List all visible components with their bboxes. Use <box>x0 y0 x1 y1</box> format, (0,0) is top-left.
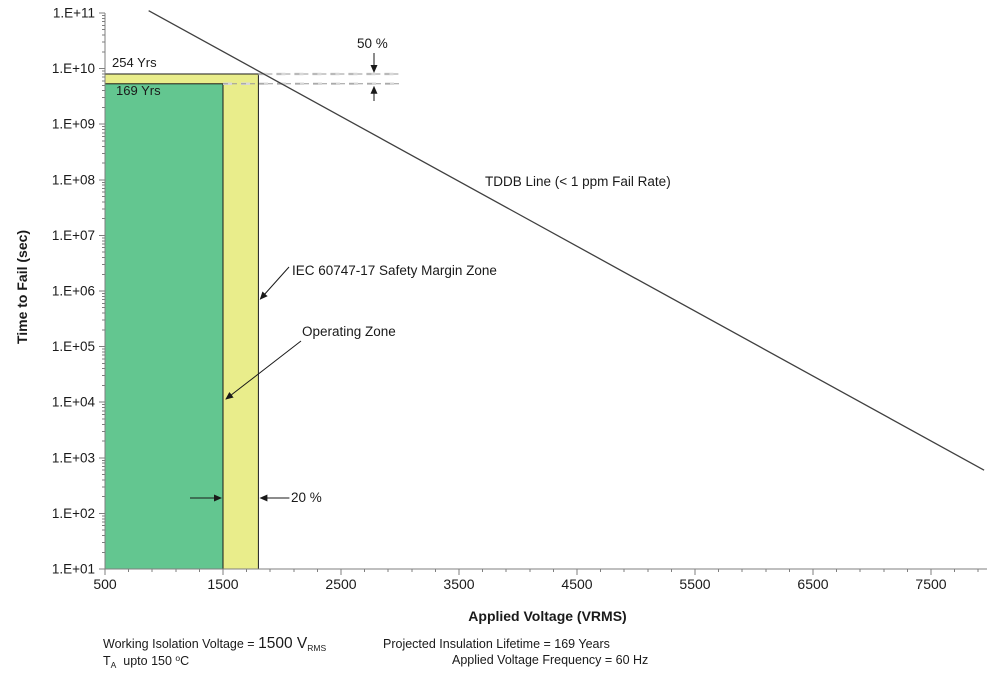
y-tick-label: 1.E+05 <box>52 339 95 354</box>
y-tick-label: 1.E+03 <box>52 450 95 465</box>
y-tick-label: 1.E+09 <box>52 117 95 132</box>
lifetime-169-label: 169 Yrs <box>116 83 161 98</box>
tddb-line <box>148 10 985 471</box>
x-axis-ticks: 500 1500 2500 3500 4500 5500 6500 7500 <box>93 569 979 592</box>
y-tick-label: 1.E+11 <box>53 6 95 21</box>
y-tick-label: 1.E+10 <box>52 61 95 76</box>
y-tick-label: 1.E+04 <box>52 395 96 410</box>
safety-zone-leader-arrow <box>259 266 290 300</box>
x-axis-title: Applied Voltage (VRMS) <box>468 608 627 624</box>
operating-zone-leader-arrow <box>225 340 302 400</box>
y-tick-label: 1.E+02 <box>52 506 95 521</box>
y-tick-label: 1.E+01 <box>52 562 95 577</box>
y-tick-label: 1.E+06 <box>52 284 95 299</box>
y-tick-label: 1.E+08 <box>52 172 95 187</box>
footnote-ambient-rest: upto 150 <box>123 654 172 668</box>
footnote-frequency: Applied Voltage Frequency = 60 Hz <box>452 653 649 667</box>
footnote-ambient-unit: C <box>180 654 190 668</box>
y-axis-ticks: 1.E+01 1.E+02 1.E+03 1.E+04 1.E+05 1.E+06 1.E+… <box>52 6 105 577</box>
x-tick-label: 1500 <box>207 576 238 592</box>
footnote-ambient-t-sub: A <box>110 660 117 670</box>
safety-margin-zone-label: IEC 60747-17 Safety Margin Zone <box>292 263 497 278</box>
footnote-working-voltage-sub: RMS <box>307 643 327 653</box>
operating-zone-rect <box>104 83 224 570</box>
footnote-lifetime: Projected Insulation Lifetime = 169 Year… <box>383 637 610 651</box>
x-tick-label: 6500 <box>797 576 828 592</box>
footnote-ambient-degree: o <box>175 653 181 663</box>
x-tick-label: 5500 <box>679 576 710 592</box>
footnote-working-voltage-value: 1500 V <box>258 635 308 652</box>
footnote-working-voltage: Working Isolation Voltage = 1500 VRMS <box>103 635 326 653</box>
x-tick-label: 7500 <box>915 576 946 592</box>
tddb-line-label: TDDB Line (< 1 ppm Fail Rate) <box>485 174 671 189</box>
x-tick-label: 2500 <box>325 576 356 592</box>
y-tick-label: 1.E+07 <box>52 228 95 243</box>
y-axis-title: Time to Fail (sec) <box>14 229 30 345</box>
lifetime-margin-50-label: 50 % <box>357 36 388 51</box>
footnote-working-voltage-prefix: Working Isolation Voltage = <box>103 637 255 651</box>
lifetime-margin-guides <box>223 72 400 86</box>
footnote-ambient-t: T <box>103 654 111 668</box>
lifetime-254-label: 254 Yrs <box>112 55 157 70</box>
footnote-ambient-temp: TA upto 150 oC <box>103 653 189 670</box>
x-tick-label: 500 <box>93 576 117 592</box>
x-tick-label: 3500 <box>443 576 474 592</box>
operating-zone-label: Operating Zone <box>302 324 396 339</box>
x-tick-label: 4500 <box>561 576 592 592</box>
voltage-margin-20-label: 20 % <box>291 490 322 505</box>
